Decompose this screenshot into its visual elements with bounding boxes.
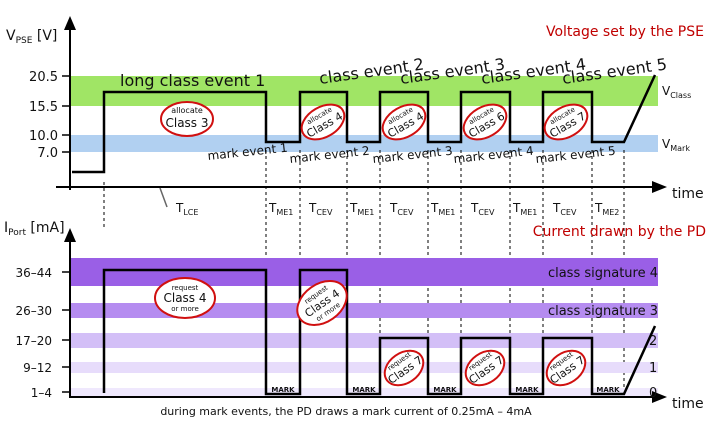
class-2-band [70,333,658,348]
current-axis-label: IPort [mA] [4,220,65,238]
mark-label: MARK [515,386,539,394]
voltage-waveform [72,74,657,174]
request-badge: request Class 4 or more [154,277,216,319]
mark-label: MARK [433,386,457,394]
mark-label: MARK [596,386,620,394]
class-0-band [70,388,658,396]
current-tick-label: 17–20 [15,334,52,348]
allocate-badge: allocate Class 3 [160,101,214,137]
v-mark-label: VMark [662,137,690,153]
voltage-panel-title: Voltage set by the PSE [546,24,704,40]
timing-label: TCEV [552,201,577,217]
voltage-tick-label: 10.0 [29,129,58,144]
timing-label: TCEV [308,201,333,217]
class-1-band [70,362,658,373]
svg-text:or more: or more [171,305,199,313]
current-tick-label: 36–44 [15,266,52,280]
timing-label: TME1 [268,201,293,217]
svg-text:Class 3: Class 3 [165,116,208,130]
timing-label: TME2 [594,201,619,217]
timing-label: TME1 [512,201,537,217]
class-signature-label: 0 [649,386,657,401]
class-signature-label: 1 [649,361,657,376]
current-panel: 36–44 26–30 17–20 9–12 1–4 IPort [mA] Cu… [4,220,706,418]
current-panel-title: Current drawn by the PD [533,224,706,240]
event-label: long class event 1 [120,71,265,90]
allocate-badge: allocate Class 6 [462,103,508,141]
svg-text:Class 4: Class 4 [163,291,206,305]
mark-label: MARK [271,386,295,394]
request-badge: request Class 7 [383,349,425,387]
voltage-axis-label: VPSE [V] [6,28,57,46]
voltage-tick-label: 15.5 [29,100,58,115]
request-badge: request Class 7 [545,349,587,387]
request-badge: request Class 4 or more [296,280,348,326]
allocate-badge: allocate Class 4 [381,103,427,141]
current-tick-label: 9–12 [23,361,52,375]
voltage-time-label: time [672,186,704,202]
mark-label: MARK [352,386,376,394]
svg-text:request: request [172,284,199,292]
voltage-tick-label: 20.5 [29,70,58,85]
timing-labels: TLCE TME1 TCEV TME1 TCEV TME1 TCEV TME1 … [175,201,619,217]
allocate-badge: allocate Class 4 [300,103,346,141]
current-waveform [102,268,657,396]
timing-label: TME1 [430,201,455,217]
timing-label: TLCE [175,201,198,217]
voltage-panel: 20.5 15.5 10.0 7.0 VPSE [V] Voltage set … [6,16,704,208]
v-class-label: VClass [662,84,691,100]
timing-label: TCEV [389,201,414,217]
class-signature-label: class signature 3 [548,304,658,319]
footnote: during mark events, the PD draws a mark … [160,405,532,418]
t-lce-pointer [159,187,168,208]
current-time-label: time [672,396,704,412]
current-tick-label: 1–4 [31,386,52,400]
class-signature-label: 2 [649,334,657,349]
voltage-tick-label: 7.0 [37,146,58,161]
voltage-y-arrow [64,16,76,30]
current-tick-label: 26–30 [15,304,52,318]
svg-text:allocate: allocate [171,106,203,115]
class-signature-label: class signature 4 [548,266,658,281]
class-3-band [70,303,658,318]
timing-label: TCEV [470,201,495,217]
allocate-badge: allocate Class 7 [543,103,589,141]
request-badge: request Class 7 [464,349,506,387]
timing-label: TME1 [349,201,374,217]
current-x-arrow [652,391,667,403]
current-y-arrow [64,228,76,242]
voltage-x-arrow [652,181,667,193]
